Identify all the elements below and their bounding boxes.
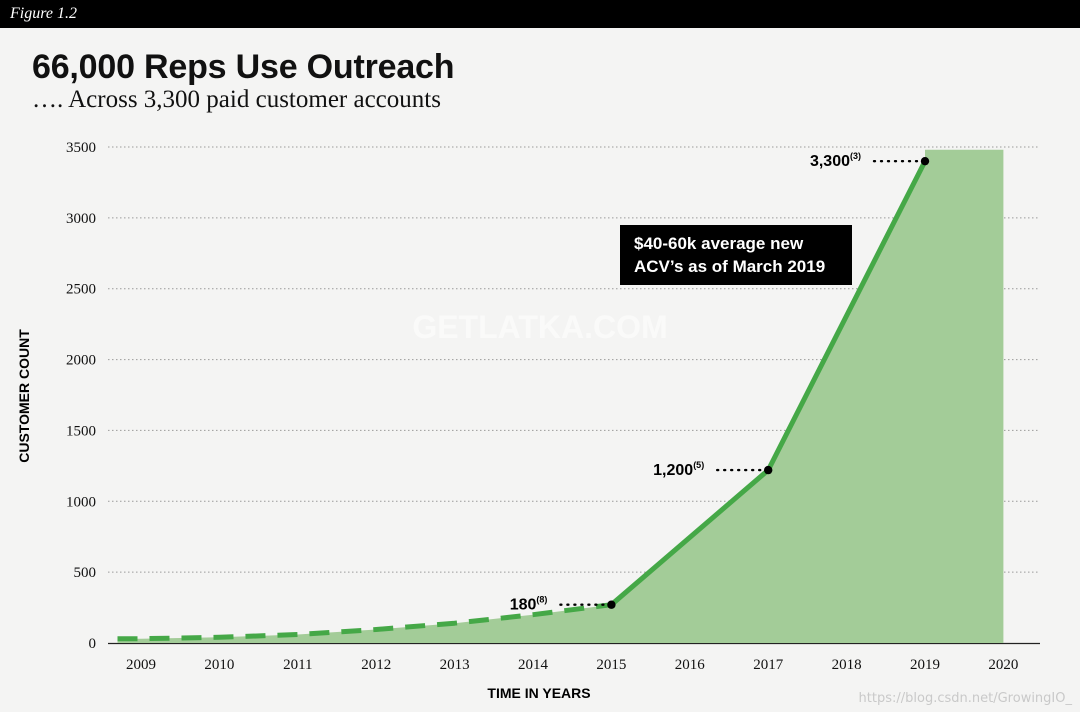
acv-callout-box: $40-60k average new ACV’s as of March 20…: [620, 225, 852, 285]
data-point-marker: [764, 465, 773, 475]
series-line-dashed: [117, 602, 612, 642]
chart-subtitle: …. Across 3,300 paid customer accounts: [32, 86, 441, 113]
x-tick-label: 2012: [361, 657, 391, 673]
x-tick-label: 2018: [832, 657, 862, 673]
x-tick-label: 2010: [204, 657, 234, 673]
annotation-value: 180: [510, 597, 537, 614]
figure-label: Figure 1.2: [10, 5, 77, 22]
data-point-marker: [607, 600, 616, 609]
x-tick-label: 2011: [283, 657, 312, 673]
y-tick-label: 3500: [66, 140, 96, 156]
y-axis-label: CUSTOMER COUNT: [16, 329, 32, 463]
x-tick-label: 2014: [518, 657, 549, 673]
y-tick-label: 2500: [66, 282, 96, 298]
y-axis-ticks: 0 500 1000 1500 2000 2500 3000 3500: [66, 140, 96, 652]
x-tick-label: 2020: [988, 657, 1018, 673]
x-tick-label: 2009: [126, 657, 156, 673]
annotation-footnote: (5): [693, 460, 704, 470]
y-tick-label: 2000: [66, 353, 96, 369]
annotations: 180(8) 1,200(5) 3,300(3): [510, 151, 930, 614]
area-fill: [117, 149, 1004, 644]
y-tick-label: 0: [89, 636, 97, 652]
x-tick-label: 2017: [753, 657, 784, 673]
y-tick-label: 3000: [66, 211, 96, 227]
x-axis-ticks: 2009 2010 2011 2012 2013 2014 2015 2016 2017 2018…: [126, 657, 1018, 673]
x-axis-label: TIME IN YEARS: [487, 685, 590, 701]
annotation-label: 180(8): [510, 595, 548, 614]
area-layer: [117, 149, 1004, 644]
annotation-footnote: (3): [850, 151, 861, 161]
annotation-footnote: (8): [536, 595, 547, 605]
x-tick-label: 2019: [910, 657, 940, 673]
figure-bar: Figure 1.2: [0, 0, 1080, 28]
source-credit: https://blog.csdn.net/GrowingIO_: [858, 691, 1072, 706]
watermark-text: GETLATKA.COM: [412, 309, 667, 345]
y-tick-label: 1500: [66, 423, 96, 439]
callout-line-1: $40-60k average new: [634, 234, 804, 253]
x-tick-label: 2013: [440, 657, 470, 673]
y-tick-label: 1000: [66, 494, 96, 510]
data-point-marker: [920, 156, 930, 166]
x-tick-label: 2016: [675, 657, 706, 673]
callout-line-2: ACV’s as of March 2019: [634, 257, 826, 276]
y-tick-label: 500: [74, 565, 97, 581]
annotation-value: 1,200: [653, 462, 693, 479]
x-tick-label: 2015: [596, 657, 626, 673]
annotation-value: 3,300: [810, 153, 850, 170]
annotation-label: 3,300(3): [810, 151, 861, 170]
chart-title: 66,000 Reps Use Outreach: [32, 48, 455, 86]
annotation-label: 1,200(5): [653, 460, 704, 479]
